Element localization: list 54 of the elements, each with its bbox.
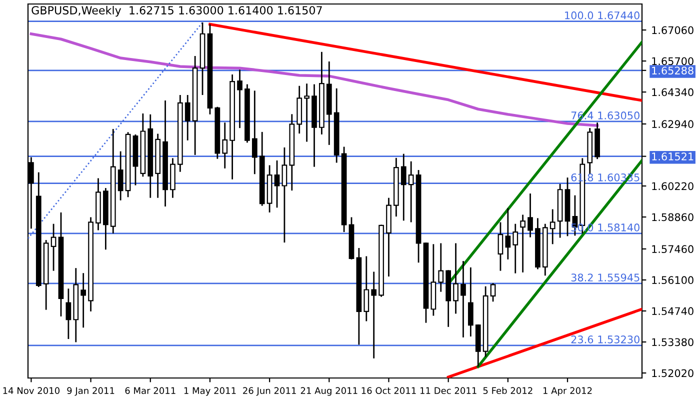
x-tick-label: 6 Mar 2011 bbox=[125, 387, 176, 394]
y-tick-label: 1.54740 bbox=[652, 307, 694, 316]
y-tick-label: 1.58860 bbox=[652, 213, 694, 222]
candlestick bbox=[528, 192, 533, 238]
candlestick bbox=[468, 266, 474, 338]
candlestick bbox=[520, 214, 526, 274]
y-tick-label: 1.62940 bbox=[652, 120, 694, 128]
candlestick bbox=[505, 207, 511, 260]
x-tick-label: 14 Nov 2010 bbox=[3, 387, 60, 394]
candlestick bbox=[438, 242, 444, 292]
y-tick-label: 1.65288 bbox=[652, 66, 694, 75]
candlestick bbox=[304, 82, 310, 142]
y-tick-label: 1.67060 bbox=[652, 26, 694, 34]
candlestick bbox=[512, 223, 518, 274]
candlestick bbox=[184, 94, 190, 142]
candlestick bbox=[282, 146, 288, 244]
y-tick-label: 1.53380 bbox=[652, 338, 694, 346]
x-tick-label: 21 Aug 2011 bbox=[300, 387, 358, 396]
candlestick bbox=[453, 242, 458, 314]
candlestick bbox=[490, 282, 496, 302]
candlestick bbox=[460, 260, 466, 338]
y-tick-label: 1.65700 bbox=[652, 57, 694, 66]
chart-title: GBPUSD,Weekly 1.62715 1.63000 1.61400 1.61507 bbox=[32, 6, 322, 17]
x-tick-label: 1 May 2011 bbox=[184, 387, 236, 396]
x-tick-label: 1 Apr 2012 bbox=[543, 387, 592, 396]
candlestick bbox=[550, 208, 556, 245]
candlestick bbox=[118, 150, 124, 202]
y-tick-label: 1.56100 bbox=[652, 276, 694, 284]
y-tick-label: 1.52020 bbox=[652, 369, 694, 378]
y-tick-label: 1.57460 bbox=[652, 245, 694, 254]
candlestick bbox=[408, 160, 414, 223]
candlestick bbox=[498, 222, 504, 272]
y-tick-label: 1.64340 bbox=[652, 88, 694, 96]
candlestick bbox=[252, 90, 258, 175]
x-tick-label: 5 Feb 2012 bbox=[483, 387, 532, 394]
candlestick bbox=[364, 256, 370, 322]
candlestick bbox=[400, 153, 406, 222]
x-tick-label: 26 Jun 2011 bbox=[243, 387, 296, 396]
line-series bbox=[30, 32, 599, 127]
candlestick bbox=[222, 122, 228, 170]
y-tick-label: 1.61521 bbox=[652, 152, 694, 160]
x-tick-label: 16 Oct 2011 bbox=[362, 387, 416, 394]
candlestick bbox=[237, 68, 242, 129]
candlestick bbox=[66, 288, 72, 340]
candlestick bbox=[274, 160, 280, 208]
candlestick bbox=[371, 271, 377, 360]
x-tick-label: 11 Dec 2011 bbox=[420, 387, 476, 394]
candlestick bbox=[50, 223, 56, 272]
ref-line-label: 23.6 1.53230 bbox=[571, 335, 640, 344]
candlestick bbox=[80, 272, 86, 328]
ref-line-label: 100.0 1.67440 bbox=[565, 11, 640, 20]
y-tick-label: 1.60220 bbox=[652, 182, 694, 190]
x-tick-label: 9 Jan 2011 bbox=[67, 387, 114, 396]
ref-line-label: 38.2 1.55945 bbox=[571, 274, 640, 282]
